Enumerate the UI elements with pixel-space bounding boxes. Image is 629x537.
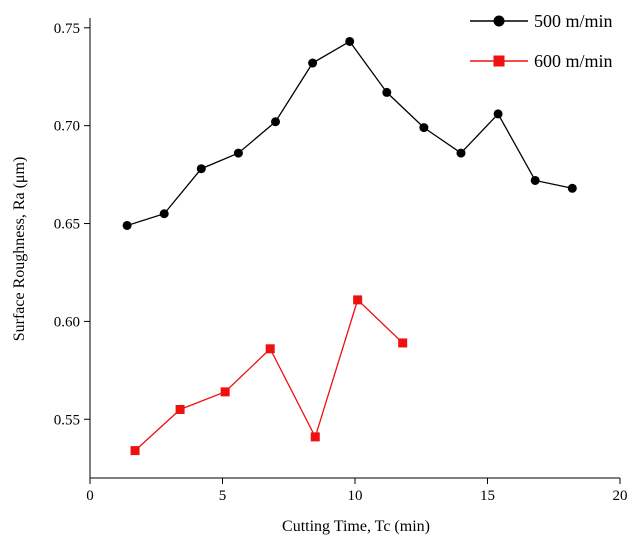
x-tick-label: 0 <box>86 488 94 504</box>
data-point <box>233 148 243 158</box>
data-point <box>345 36 355 46</box>
x-tick-label: 15 <box>480 488 495 504</box>
data-point <box>419 123 429 133</box>
data-point <box>159 209 169 219</box>
legend-item-1: 500 m/min <box>470 11 613 31</box>
series-2 <box>130 295 408 456</box>
y-axis-title: Surface Roughness, Ra (μm) <box>11 157 28 342</box>
data-point <box>398 338 408 348</box>
data-point <box>265 344 275 354</box>
legend: 500 m/min 600 m/min <box>470 11 613 71</box>
axes: 0 5 10 15 20 0.55 0.60 0.65 0.70 0.75 <box>54 18 628 504</box>
series-line <box>126 40 573 227</box>
legend-label: 500 m/min <box>534 11 613 31</box>
legend-item-2: 600 m/min <box>470 51 613 71</box>
y-tick-label: 0.60 <box>54 314 80 330</box>
y-tick-label: 0.70 <box>54 119 80 135</box>
data-point <box>220 387 230 397</box>
series-1 <box>122 36 577 230</box>
legend-marker <box>493 15 505 27</box>
x-tick-label: 20 <box>613 488 628 504</box>
data-point <box>353 295 363 305</box>
y-tick-label: 0.55 <box>54 412 80 428</box>
data-point <box>271 117 280 127</box>
legend-marker <box>493 55 505 67</box>
data-point <box>175 404 185 414</box>
y-tick-label: 0.75 <box>54 21 80 37</box>
data-point <box>310 432 320 442</box>
data-point <box>567 183 577 193</box>
data-point <box>196 164 206 174</box>
x-axis-title: Cutting Time, Tc (min) <box>282 518 430 535</box>
data-point <box>122 220 132 230</box>
data-point <box>308 58 318 68</box>
data-point <box>456 148 466 158</box>
series-layer <box>122 36 577 456</box>
data-point <box>530 175 540 185</box>
x-tick-label: 5 <box>219 488 227 504</box>
data-point <box>493 109 503 119</box>
data-point <box>382 87 392 97</box>
series-line <box>134 298 404 452</box>
legend-label: 600 m/min <box>534 51 613 71</box>
data-point <box>130 446 140 456</box>
x-tick-label: 10 <box>348 488 363 504</box>
y-tick-label: 0.65 <box>54 217 80 233</box>
